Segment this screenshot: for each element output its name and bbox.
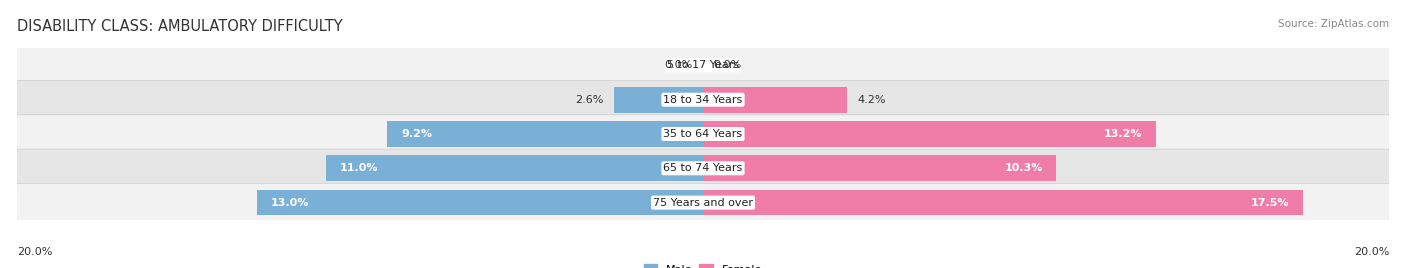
FancyBboxPatch shape (15, 149, 1391, 188)
Text: 65 to 74 Years: 65 to 74 Years (664, 163, 742, 173)
Text: 2.6%: 2.6% (575, 95, 603, 105)
Text: 0.0%: 0.0% (713, 60, 741, 70)
Bar (614, 87, 703, 113)
Bar (703, 155, 1056, 181)
Text: 13.2%: 13.2% (1104, 129, 1142, 139)
Bar (257, 190, 703, 215)
Text: 20.0%: 20.0% (1354, 247, 1389, 257)
Text: 35 to 64 Years: 35 to 64 Years (664, 129, 742, 139)
Text: 18 to 34 Years: 18 to 34 Years (664, 95, 742, 105)
Bar (326, 155, 703, 181)
FancyBboxPatch shape (15, 80, 1391, 119)
Text: 11.0%: 11.0% (339, 163, 378, 173)
Bar (703, 121, 1156, 147)
Legend: Male, Female: Male, Female (640, 260, 766, 268)
Text: 20.0%: 20.0% (17, 247, 52, 257)
FancyBboxPatch shape (15, 46, 1391, 85)
Text: 4.2%: 4.2% (858, 95, 886, 105)
Text: DISABILITY CLASS: AMBULATORY DIFFICULTY: DISABILITY CLASS: AMBULATORY DIFFICULTY (17, 19, 343, 34)
Bar (703, 87, 846, 113)
Text: 5 to 17 Years: 5 to 17 Years (666, 60, 740, 70)
Text: 9.2%: 9.2% (401, 129, 432, 139)
Text: Source: ZipAtlas.com: Source: ZipAtlas.com (1278, 19, 1389, 29)
Bar (703, 190, 1303, 215)
FancyBboxPatch shape (15, 183, 1391, 222)
Bar (388, 121, 703, 147)
Text: 0.0%: 0.0% (665, 60, 693, 70)
Text: 17.5%: 17.5% (1251, 198, 1289, 208)
Text: 75 Years and over: 75 Years and over (652, 198, 754, 208)
FancyBboxPatch shape (15, 115, 1391, 153)
Text: 10.3%: 10.3% (1004, 163, 1043, 173)
Text: 13.0%: 13.0% (271, 198, 309, 208)
